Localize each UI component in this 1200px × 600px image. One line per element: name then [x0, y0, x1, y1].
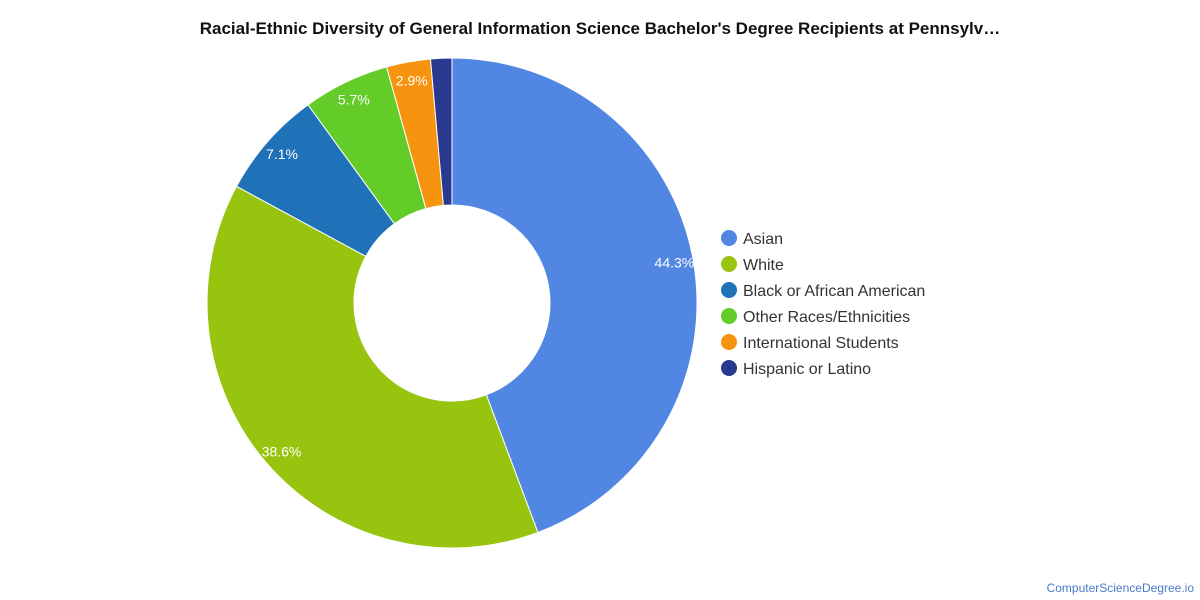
- legend-item-label[interactable]: Hispanic or Latino: [743, 361, 871, 378]
- legend-marker: [721, 230, 737, 246]
- chart-title: Racial-Ethnic Diversity of General Infor…: [200, 19, 1000, 38]
- legend-item-label[interactable]: White: [743, 257, 784, 274]
- chart-legend: Asian White Black or African American Other…: [721, 230, 925, 378]
- slice-label: 44.3%: [655, 255, 695, 271]
- legend-marker: [721, 282, 737, 298]
- slice-label: 2.9%: [396, 73, 428, 89]
- slice-hispanic-or-latino[interactable]: [429, 57, 453, 206]
- legend-item-label[interactable]: Other Races/Ethnicities: [743, 309, 910, 326]
- legend-marker: [721, 308, 737, 324]
- slice-label: 7.1%: [266, 146, 298, 162]
- site-credit[interactable]: ComputerScienceDegree.io: [1047, 581, 1195, 595]
- slice-labels: 44.3% 38.6% 7.1% 5.7% 2.9%: [262, 73, 695, 460]
- slice-label: 5.7%: [338, 91, 370, 107]
- donut-slices: [206, 57, 698, 549]
- slice-label: 38.6%: [262, 443, 302, 459]
- legend-marker: [721, 256, 737, 272]
- legend-marker: [721, 360, 737, 376]
- slice-asian[interactable]: [451, 57, 698, 534]
- legend-item-label[interactable]: Black or African American: [743, 283, 925, 300]
- legend-item-label[interactable]: Asian: [743, 231, 783, 248]
- legend-item-label[interactable]: International Students: [743, 335, 899, 352]
- legend-marker: [721, 334, 737, 350]
- slice-white[interactable]: [206, 185, 539, 549]
